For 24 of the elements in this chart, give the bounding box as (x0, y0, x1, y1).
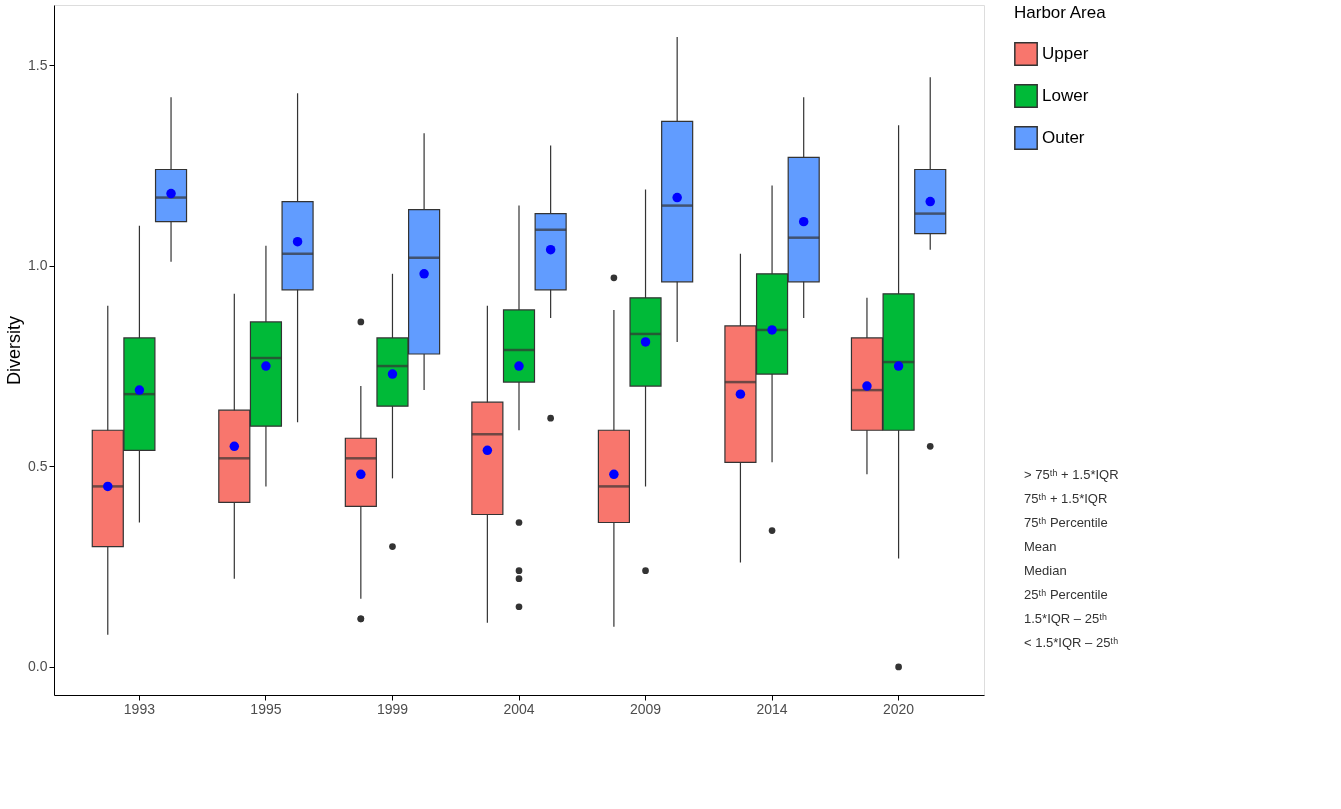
x-tick-label: 1999 (376, 700, 409, 717)
text: Median (1024, 563, 1067, 578)
x-tick-label: 2020 (883, 700, 915, 717)
x-tick-label: 2004 (503, 700, 535, 717)
legend-title: Harbor Area (1014, 3, 1107, 22)
legend-label: Outer (1042, 128, 1085, 147)
text: 1.5*IQR – 25ᵗʰ (1024, 611, 1108, 626)
text: 75ᵗʰ Percentile (1024, 515, 1108, 530)
x-tick-label: 1993 (123, 700, 156, 717)
text: Mean (1024, 539, 1057, 554)
legend-label: Upper (1042, 44, 1089, 63)
x-tick-label: 2009 (629, 700, 662, 717)
y-tick-label: 0.5 (28, 457, 48, 474)
legend-label: Lower (1042, 86, 1089, 105)
y-tick-label: 1.5 (28, 56, 48, 73)
text: 25ᵗʰ Percentile (1024, 587, 1108, 602)
x-tick-label: 2014 (756, 700, 788, 717)
y-tick-label: 1.0 (28, 257, 48, 274)
text: < 1.5*IQR – 25ᵗʰ (1024, 635, 1119, 650)
y-axis-title: Diversity (4, 315, 25, 386)
x-tick-label: 1995 (250, 700, 282, 717)
text: 75ᵗʰ + 1.5*IQR (1024, 491, 1108, 506)
text: > 75ᵗʰ + 1.5*IQR (1024, 467, 1119, 482)
y-tick-label: 0.0 (28, 658, 48, 675)
